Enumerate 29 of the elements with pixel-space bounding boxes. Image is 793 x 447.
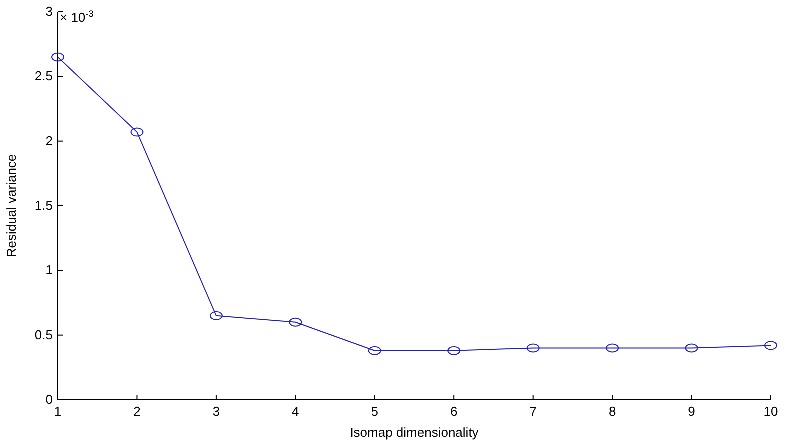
y-tick-label: 3 — [46, 4, 53, 19]
x-tick-label: 9 — [688, 404, 696, 419]
y-tick-label: 2.5 — [34, 68, 53, 84]
point — [448, 346, 461, 356]
x-tick-label: 7 — [530, 404, 537, 419]
point — [130, 128, 144, 137]
y-tick-label: 0.5 — [34, 327, 53, 342]
x-tick-label: 4 — [292, 404, 300, 419]
x-tick-label: 8 — [608, 404, 616, 419]
x-tick-label: 6 — [450, 404, 458, 419]
point — [764, 341, 778, 350]
x-tick-label: 10 — [764, 404, 778, 419]
y-tick-label: 1.5 — [34, 198, 53, 213]
y-axis-title: Residual variance — [4, 154, 19, 258]
point — [289, 318, 302, 327]
y-tick-label: 1 — [46, 262, 53, 278]
x-axis-title: Isomap dimensionality — [350, 425, 480, 440]
y-tick-label: 2 — [46, 133, 53, 148]
y-tick-label: 0 — [46, 392, 53, 407]
point — [52, 52, 64, 62]
x-tick-label: 5 — [371, 404, 379, 419]
annotation: × 10$^{-3}$ — [60, 9, 94, 25]
point — [210, 311, 223, 320]
point — [526, 344, 540, 353]
point — [606, 344, 620, 353]
point — [685, 344, 698, 353]
x-tick-label: 2 — [134, 404, 141, 419]
x-tick-label: 3 — [212, 404, 220, 419]
point — [368, 346, 382, 356]
